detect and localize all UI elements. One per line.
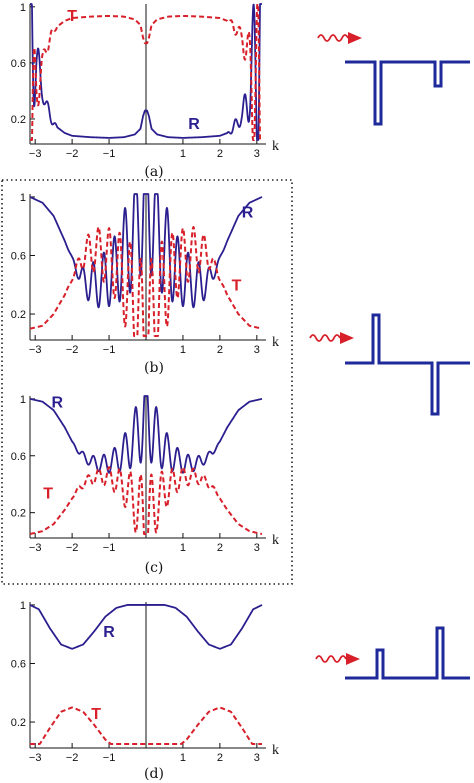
series-T-label: T: [232, 278, 242, 295]
series-R-label: R: [188, 116, 200, 133]
x-tick-label: −3: [29, 344, 42, 356]
schematic-a: [345, 60, 470, 126]
series-T-label: T: [43, 485, 53, 502]
series-R-line: [29, 3, 263, 141]
x-tick-label: 2: [217, 148, 223, 160]
y-tick-label: 1: [20, 600, 26, 612]
x-tick-label: −1: [103, 344, 116, 356]
panel-caption: (a): [144, 164, 163, 180]
plot-d: 0.2 0.6 1 −3 −2 −1 1 2 3 k R T (d): [11, 600, 279, 782]
series-T-label: T: [91, 706, 101, 723]
schematic-bc: [345, 313, 470, 416]
panel-caption: (b): [144, 360, 164, 376]
y-tick-label: 0.6: [11, 250, 26, 262]
panel-caption: (d): [144, 766, 164, 782]
wave-arrowhead: [340, 332, 354, 344]
x-tick-label: 1: [180, 148, 186, 160]
series-R-label: R: [103, 624, 115, 641]
x-axis-label: k: [272, 139, 279, 154]
x-tick-label: 1: [180, 752, 186, 764]
x-tick-label: −1: [103, 752, 116, 764]
incident-wave-a: [317, 32, 362, 44]
series-T-line: [29, 466, 263, 535]
x-tick-label: 3: [254, 344, 260, 356]
series-T-line: [29, 3, 263, 141]
y-tick-label: 0.2: [11, 508, 26, 520]
y-tick-label: 1: [20, 2, 26, 14]
panel-caption: (c): [145, 560, 164, 576]
x-axis-label: k: [272, 533, 279, 548]
wave-arrowhead: [346, 653, 360, 665]
barrier-profile-d: [345, 626, 470, 680]
dotted-group-box: [1, 179, 293, 585]
schematic-d: [345, 626, 470, 680]
x-tick-label: 2: [217, 542, 223, 554]
series-T-label: T: [67, 8, 77, 25]
x-tick-label: −3: [29, 542, 42, 554]
barrier-profile-bc: [345, 313, 470, 416]
x-tick-label: −3: [29, 752, 42, 764]
x-tick-label: 3: [254, 542, 260, 554]
series-T-line: [29, 706, 263, 745]
plot-c: 0.2 0.6 1 −3 −2 −1 1 2 3 k R T (c): [11, 394, 279, 576]
wave-squiggle: [309, 334, 341, 342]
y-tick-label: 0.2: [11, 309, 26, 321]
incident-wave-d: [315, 653, 360, 665]
x-tick-label: 1: [180, 542, 186, 554]
x-tick-label: −2: [66, 542, 79, 554]
x-tick-label: −3: [29, 148, 42, 160]
y-tick-label: 0.6: [11, 658, 26, 670]
x-tick-label: −2: [66, 344, 79, 356]
series-R-line: [29, 395, 263, 474]
y-tick-label: 0.2: [11, 114, 26, 126]
x-tick-label: 2: [217, 344, 223, 356]
y-tick-label: 0.6: [11, 451, 26, 463]
x-tick-label: 3: [254, 148, 260, 160]
x-axis-label: k: [272, 743, 279, 758]
series-R-label: R: [52, 394, 64, 411]
x-tick-label: −2: [66, 148, 79, 160]
plot-b: 0.2 0.6 1 −3 −2 −1 1 2 3 k R T (b): [11, 192, 279, 376]
incident-wave-bc: [309, 332, 354, 344]
series-T-line: [29, 226, 263, 337]
wave-squiggle: [315, 655, 347, 663]
x-tick-label: 2: [217, 752, 223, 764]
x-tick-label: −1: [103, 148, 116, 160]
barrier-profile-a: [345, 60, 470, 126]
plot-a: 0.2 0.6 1 −3 −2 −1 1 2 3 k R T (a): [11, 2, 279, 180]
series-R-line: [29, 604, 263, 650]
wave-squiggle: [317, 34, 349, 42]
y-tick-label: 0.2: [11, 717, 26, 729]
x-tick-label: −1: [103, 542, 116, 554]
x-tick-label: −2: [66, 752, 79, 764]
x-tick-label: 3: [254, 752, 260, 764]
series-R-label: R: [242, 204, 254, 221]
series-R-line: [29, 193, 263, 309]
y-tick-label: 1: [20, 394, 26, 406]
x-axis-label: k: [272, 335, 279, 350]
x-tick-label: 1: [180, 344, 186, 356]
y-tick-label: 0.6: [11, 58, 26, 70]
y-tick-label: 1: [20, 192, 26, 204]
wave-arrowhead: [348, 32, 362, 44]
